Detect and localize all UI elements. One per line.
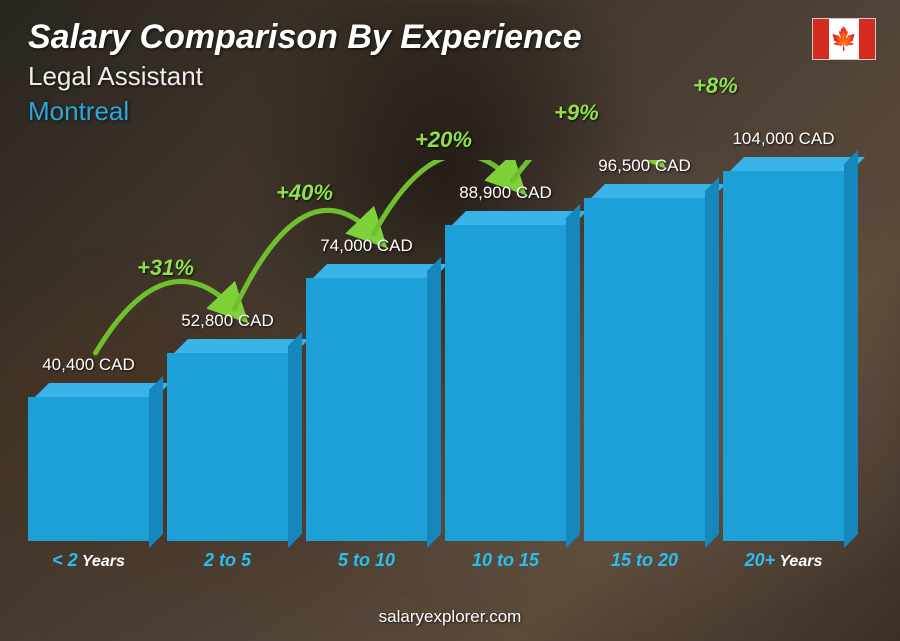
bar-value-label: 88,900 CAD	[459, 183, 552, 203]
bar-side-face	[566, 204, 580, 548]
x-label-unit: Years	[78, 553, 125, 570]
footer-credit: salaryexplorer.com	[0, 607, 900, 627]
bar-side-face	[427, 257, 441, 548]
bar-column: 40,400 CAD	[28, 355, 149, 541]
bar	[167, 339, 288, 541]
bar	[584, 184, 705, 541]
bar-column: 52,800 CAD	[167, 311, 288, 541]
bar-front-face	[28, 397, 149, 541]
x-label-range: 15 to 20	[611, 550, 678, 570]
x-label-range: 10 to 15	[472, 550, 539, 570]
header: Salary Comparison By Experience Legal As…	[28, 18, 872, 127]
bar-front-face	[723, 171, 844, 541]
chart-location: Montreal	[28, 96, 872, 127]
bar-column: 74,000 CAD	[306, 236, 427, 541]
x-axis-label: 10 to 15	[445, 550, 566, 571]
x-axis-label: 15 to 20	[584, 550, 705, 571]
bar-side-face	[288, 332, 302, 548]
bar-value-label: 40,400 CAD	[42, 355, 135, 375]
x-label-unit: Years	[775, 553, 822, 570]
bar-value-label: 96,500 CAD	[598, 156, 691, 176]
bar-side-face	[149, 376, 163, 548]
bar-front-face	[445, 225, 566, 541]
bar-column: 96,500 CAD	[584, 156, 705, 541]
growth-percent-label: +9%	[554, 100, 599, 126]
canada-flag-icon: 🍁	[812, 18, 876, 60]
bar-front-face	[306, 278, 427, 541]
x-label-range: 2 to 5	[204, 550, 251, 570]
x-axis-label: < 2 Years	[28, 550, 149, 571]
flag-leaf-icon: 🍁	[829, 19, 859, 59]
bar-side-face	[844, 150, 858, 548]
growth-percent-label: +31%	[137, 255, 194, 281]
bar	[306, 264, 427, 541]
bar-column: 88,900 CAD	[445, 183, 566, 541]
chart-title: Salary Comparison By Experience	[28, 18, 872, 57]
chart-subtitle: Legal Assistant	[28, 61, 872, 92]
chart-area: 40,400 CAD 52,800 CAD 74,000 CAD 88,900 CAD…	[28, 160, 844, 567]
x-label-range: 5 to 10	[338, 550, 395, 570]
flag-band-left	[813, 19, 829, 59]
x-labels-container: < 2 Years 2 to 5 5 to 10 10 to 15 15 to 20 20…	[28, 550, 844, 571]
bar	[445, 211, 566, 541]
bars-container: 40,400 CAD 52,800 CAD 74,000 CAD 88,900 CAD…	[28, 160, 844, 541]
x-axis-label: 2 to 5	[167, 550, 288, 571]
flag-band-right	[859, 19, 875, 59]
bar-front-face	[167, 353, 288, 541]
growth-percent-label: +20%	[415, 127, 472, 153]
growth-percent-label: +40%	[276, 180, 333, 206]
x-label-range: 20+	[745, 550, 776, 570]
x-axis-label: 5 to 10	[306, 550, 427, 571]
x-axis-label: 20+ Years	[723, 550, 844, 571]
bar-column: 104,000 CAD	[723, 129, 844, 541]
bar-side-face	[705, 177, 719, 548]
growth-percent-label: +8%	[693, 73, 738, 99]
x-label-range: < 2	[52, 550, 78, 570]
bar-value-label: 104,000 CAD	[732, 129, 834, 149]
bar	[28, 383, 149, 541]
bar-value-label: 52,800 CAD	[181, 311, 274, 331]
bar	[723, 157, 844, 541]
bar-value-label: 74,000 CAD	[320, 236, 413, 256]
bar-front-face	[584, 198, 705, 541]
